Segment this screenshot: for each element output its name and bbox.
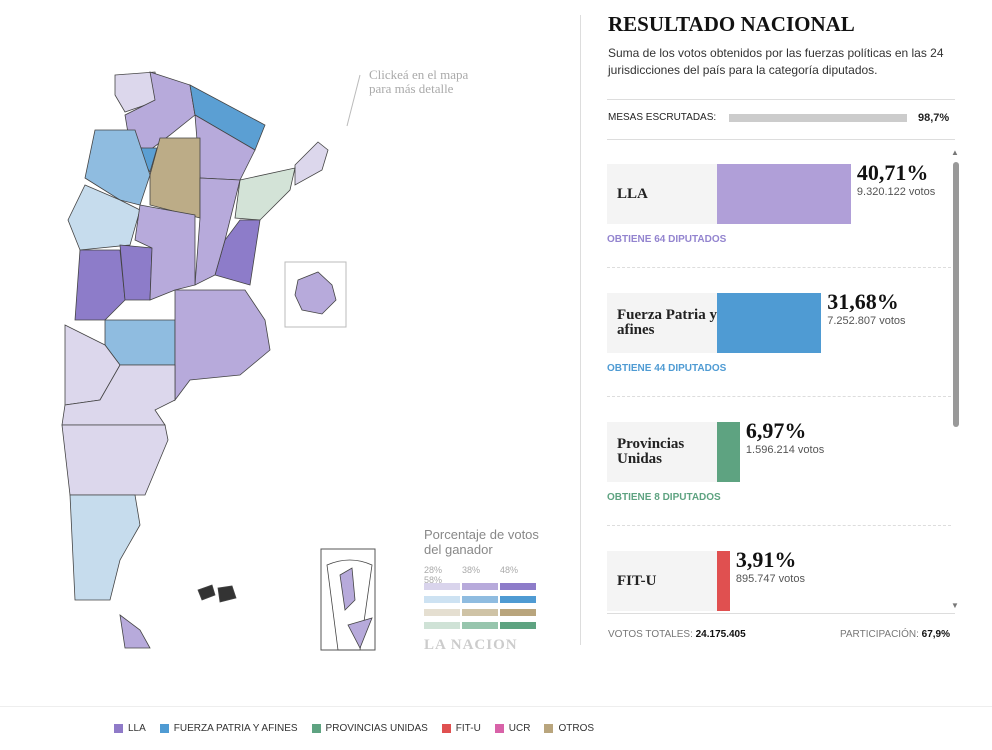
legend-label: FUERZA PATRIA Y AFINES [173, 723, 298, 734]
legend-label: LLA [128, 723, 146, 734]
participation-value: 67,9% [921, 629, 950, 640]
legend: LLA FUERZA PATRIA Y AFINES PROVINCIAS UNID… [114, 720, 608, 738]
legend-swatch [311, 724, 321, 733]
legend-swatch [494, 724, 504, 733]
rule [0, 706, 992, 707]
party-row: FIT-U 3,91% 895.747 votos [607, 537, 951, 612]
total-label: VOTOS TOTALES: [608, 629, 693, 640]
party-votes: 895.747 votos [735, 573, 805, 585]
party-seats: OBTIENE 64 DIPUTADOS [607, 234, 727, 245]
party-name: Fuerza Patria y afines [607, 293, 717, 353]
separator [607, 267, 951, 268]
mesas-value: 98,7% [918, 112, 950, 124]
rule [607, 613, 955, 614]
scale-tick: 38% [462, 565, 481, 575]
map-hint: Clickeá en el mapa para más detalle [369, 67, 469, 96]
party-row: LLA 40,71% 9.320.122 votos OBTIENE 64 DIPUT… [607, 150, 951, 278]
party-votes: 1.596.214 votos [745, 444, 825, 456]
legend-label: PROVINCIAS UNIDAS [325, 723, 428, 734]
legend-label: OTROS [558, 723, 595, 734]
brand: LA NACION [424, 637, 518, 653]
mesas-label: MESAS ESCRUTADAS: [608, 112, 717, 123]
legend-item: LLA [114, 723, 146, 734]
map[interactable] [0, 0, 580, 700]
scrollbar[interactable] [953, 162, 959, 427]
mesas-track [729, 114, 909, 122]
title: RESULTADO NACIONAL [608, 12, 855, 36]
participation: PARTICIPACIÓN: 67,9% [840, 629, 950, 640]
legend-title: Porcentaje de votos del ganador [424, 527, 539, 557]
party-votes: 9.320.122 votos [856, 186, 936, 198]
rule [607, 139, 955, 140]
party-list[interactable]: LLA 40,71% 9.320.122 votos OBTIENE 64 DIPUT… [607, 150, 951, 612]
party-bar [717, 164, 851, 224]
total: VOTOS TOTALES: 24.175.405 [608, 629, 746, 640]
scale-tick: 58% [424, 575, 443, 585]
rule [607, 99, 955, 100]
legend-item: FUERZA PATRIA Y AFINES [159, 723, 298, 734]
party-seats: OBTIENE 8 DIPUTADOS [607, 492, 721, 503]
total-value: 24.175.405 [695, 629, 746, 640]
legend-swatch [544, 724, 554, 733]
legend-swatch [159, 724, 169, 733]
scale-tick: 28% [424, 565, 443, 575]
party-bar [717, 293, 822, 353]
legend-item: PROVINCIAS UNIDAS [311, 723, 428, 734]
legend-label: FIT-U [455, 723, 481, 734]
party-percent: 6,97% [745, 418, 807, 443]
mesas-bar [729, 114, 907, 122]
party-name: LLA [607, 164, 717, 224]
party-bar [717, 422, 740, 482]
scroll-down[interactable]: ▼ [951, 601, 959, 610]
scroll-up[interactable]: ▲ [951, 148, 959, 157]
subtitle: Suma de los votos obtenidos por las fuer… [608, 46, 944, 77]
legend-item: FIT-U [441, 723, 481, 734]
party-votes: 7.252.807 votos [827, 315, 906, 327]
party-bar [717, 551, 730, 611]
party-percent: 40,71% [856, 160, 929, 185]
legend-label: UCR [508, 723, 531, 734]
party-percent: 3,91% [735, 547, 797, 572]
separator [607, 396, 951, 397]
party-row: Provincias Unidas 6,97% 1.596.214 votos OBT… [607, 408, 951, 536]
party-name: Provincias Unidas [607, 422, 717, 482]
party-row: Fuerza Patria y afines 31,68% 7.252.807 vo… [607, 279, 951, 407]
legend-item: OTROS [544, 723, 594, 734]
party-percent: 31,68% [827, 289, 899, 314]
party-seats: OBTIENE 44 DIPUTADOS [607, 363, 727, 374]
legend-swatch [114, 724, 123, 733]
party-name: FIT-U [607, 551, 717, 611]
divider [580, 15, 581, 645]
legend-item: UCR [494, 723, 531, 734]
legend-swatch [441, 724, 451, 733]
participation-label: PARTICIPACIÓN: [839, 629, 919, 640]
scale-ticks: 28% 38% 48% 58% [424, 565, 544, 585]
separator [607, 525, 951, 526]
scale-tick: 48% [500, 565, 519, 575]
color-scale [424, 583, 536, 629]
